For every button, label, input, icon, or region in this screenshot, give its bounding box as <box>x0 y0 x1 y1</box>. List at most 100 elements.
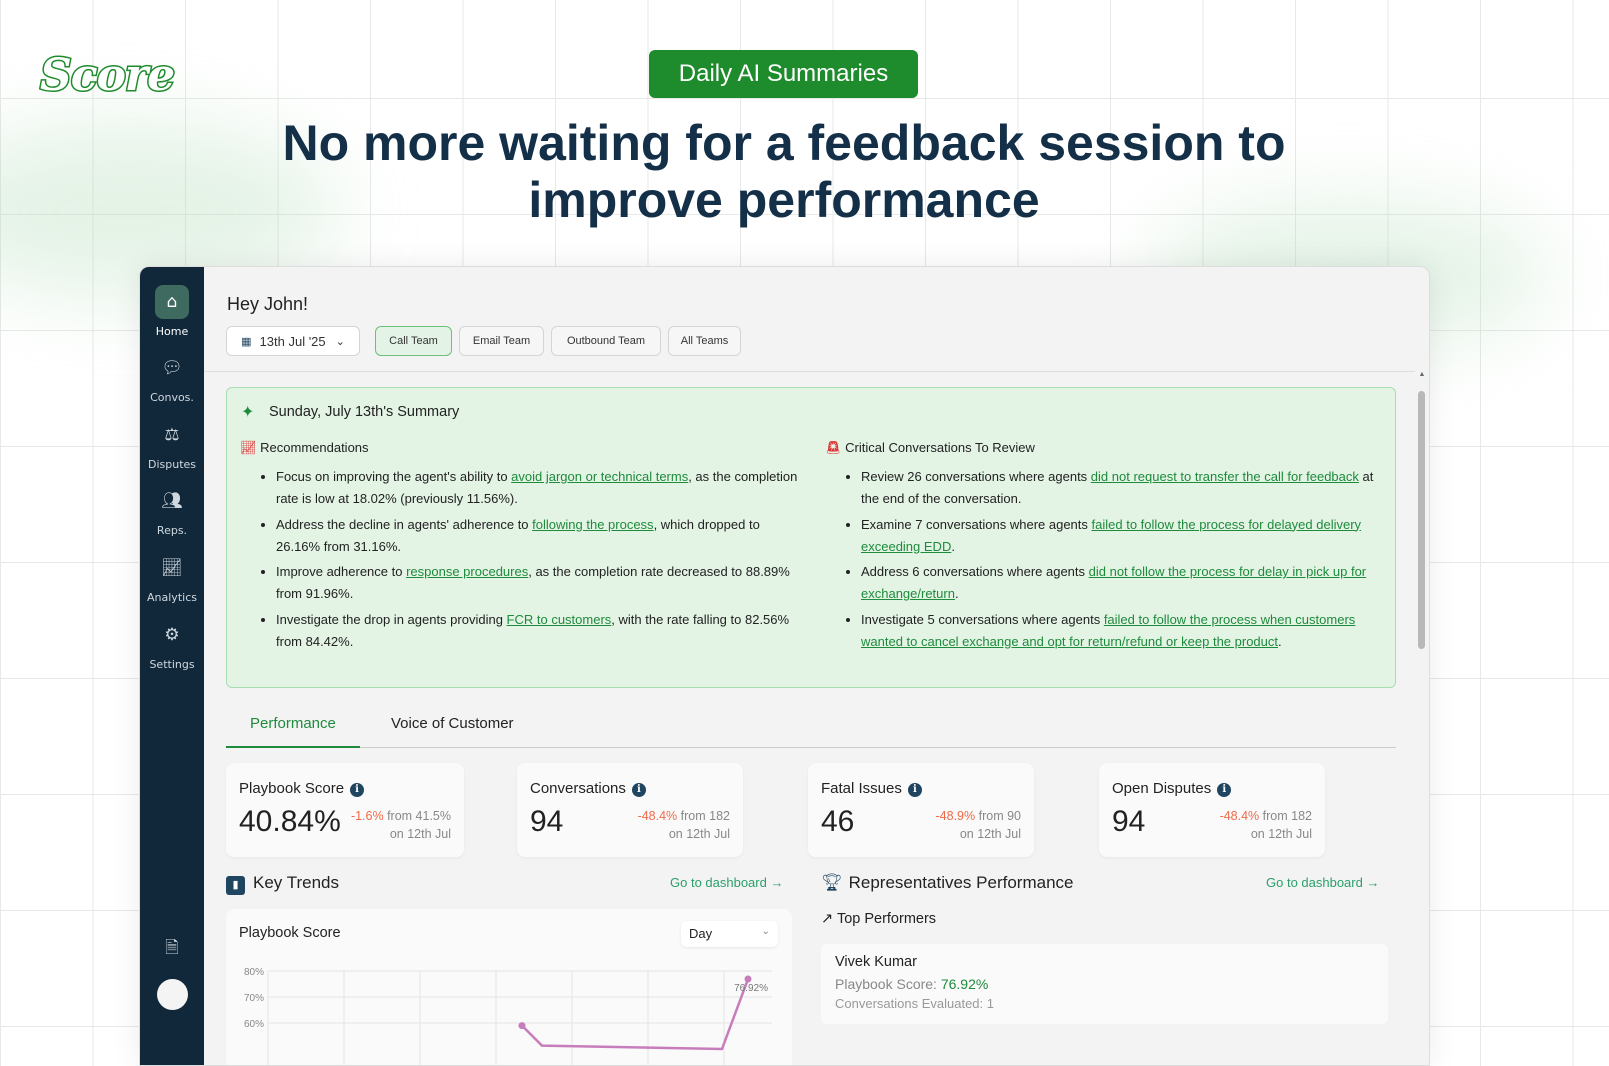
info-icon[interactable]: i <box>631 783 646 797</box>
team-outbound[interactable]: Outbound Team <box>551 326 661 356</box>
item-text: at the end of the conversation. <box>861 469 1374 506</box>
change-percent: -48.9% <box>935 809 976 823</box>
metric-change: -48.4% from 182 on 12th Jul <box>638 807 730 843</box>
data-point[interactable] <box>518 1022 526 1030</box>
change-from: from 90 <box>978 809 1021 823</box>
calendar-icon: ▦ <box>241 335 252 348</box>
score-logo: Score <box>38 49 176 103</box>
scrollbar[interactable]: ▲ <box>1415 371 1429 1065</box>
item-text: , with the rate falling to 82.56% from 8… <box>276 611 790 649</box>
metric-title: Open Disputes i <box>1112 780 1232 797</box>
item-text: Investigate 5 conversations where agents <box>861 611 1104 627</box>
item-text: . <box>954 586 959 601</box>
critical-section: 🚨︎ Critical Conversations To Review Revi… <box>825 440 1385 656</box>
key-trends-heading: ▮ Key Trends <box>226 873 339 895</box>
metric-value: 40.84% <box>239 805 341 838</box>
top-performers-heading: ↗ Top Performers <box>821 911 936 927</box>
item-text: , as the completion rate decreased to 88… <box>276 564 790 601</box>
period-value: Day <box>689 926 713 941</box>
metric-title: Fatal Issues i <box>821 780 922 797</box>
reps-heading: 🏆︎ Representatives Performance <box>821 873 1073 893</box>
metric-change: -48.4% from 182 on 12th Jul <box>1220 807 1312 843</box>
key-trends-dashboard-link[interactable]: Go to dashboard → <box>670 875 784 890</box>
metric-title-text: Fatal Issues <box>821 780 902 797</box>
critical-title: Critical Conversations To Review <box>845 440 1035 455</box>
sidebar: ⌂ Home 💬︎ Convos. ⚖ Disputes 👥︎ Reps. 📈︎ Anal… <box>140 267 204 1065</box>
sidebar-item-home[interactable]: ⌂ Home <box>140 285 204 338</box>
item-link[interactable]: did not follow the process for delay in … <box>861 564 1367 601</box>
item-text: Address the decline in agents' adherence… <box>276 516 533 532</box>
sidebar-label: Analytics <box>147 591 197 604</box>
info-icon[interactable]: i <box>1217 783 1232 797</box>
info-icon[interactable]: i <box>907 783 922 797</box>
summary-item: Investigate the drop in agents providing… <box>276 609 800 653</box>
siren-icon: 🚨︎ <box>825 440 842 455</box>
sidebar-item-convos[interactable]: 💬︎ Convos. <box>140 351 204 404</box>
item-link[interactable]: following the process <box>532 516 654 532</box>
info-icon[interactable]: i <box>350 783 365 797</box>
chevron-down-icon: ⌄ <box>761 926 770 937</box>
item-link[interactable]: failed to follow the process when custom… <box>861 611 1356 649</box>
scrollbar-thumb[interactable] <box>1418 391 1425 649</box>
summary-item: Address the decline in agents' adherence… <box>276 514 800 558</box>
change-from: from 182 <box>1262 809 1312 823</box>
date-picker[interactable]: ▦ 13th Jul '25 ⌄ <box>226 326 360 356</box>
document-search-button[interactable]: 🗎 <box>140 931 204 971</box>
metric-title-text: Open Disputes <box>1112 780 1212 797</box>
item-link[interactable]: avoid jargon or technical terms <box>511 469 689 484</box>
item-link[interactable]: FCR to customers <box>506 611 612 627</box>
series-line <box>521 978 750 1051</box>
metric-title: Conversations i <box>530 780 646 797</box>
daily-summary-card: ✦ Sunday, July 13th's Summary 📈︎ Recomme… <box>226 387 1396 688</box>
recommendations-section: 📈︎ Recommendations Focus on improving th… <box>240 440 800 656</box>
team-email[interactable]: Email Team <box>459 326 544 356</box>
sidebar-label: Settings <box>149 658 195 671</box>
metric-card: Playbook Score i 40.84% -1.6% from 41.5% o… <box>226 763 464 857</box>
chat-icon: 💬︎ <box>161 358 183 378</box>
top-performer-card[interactable]: Vivek Kumar Playbook Score: 76.92% Conve… <box>821 944 1388 1024</box>
change-date: on 12th Jul <box>389 827 451 841</box>
item-link[interactable]: failed to follow the process for delayed… <box>861 516 1362 554</box>
reps-dashboard-link[interactable]: Go to dashboard → <box>1266 875 1380 890</box>
item-link[interactable]: did not request to transfer the call for… <box>1090 469 1359 484</box>
summary-item: Address 6 conversations where agents did… <box>861 561 1385 605</box>
key-trends-title: Key Trends <box>253 873 339 892</box>
y-tick-label: 70% <box>244 993 264 1004</box>
daily-ai-summaries-badge: Daily AI Summaries <box>649 50 918 98</box>
sidebar-item-analytics[interactable]: 📈︎ Analytics <box>140 551 204 604</box>
tab-voice-of-customer[interactable]: Voice of Customer <box>391 715 514 732</box>
greeting: Hey John! <box>227 294 309 314</box>
item-text: . <box>951 538 955 554</box>
sidebar-item-reps[interactable]: 👥︎ Reps. <box>140 484 204 537</box>
document-search-icon: 🗎 <box>165 938 179 958</box>
item-link[interactable]: response procedures <box>406 564 529 579</box>
team-call[interactable]: Call Team <box>375 326 452 356</box>
trending-up-icon: ↗ <box>821 911 834 927</box>
playbook-score-chart-card: Playbook Score Day ⌄ 80% 70% 60% 76.92% <box>226 909 792 1065</box>
sidebar-item-disputes[interactable]: ⚖ Disputes <box>140 418 204 471</box>
reps-title: Representatives Performance <box>848 873 1074 892</box>
score-label: Playbook Score: <box>835 976 941 992</box>
date-value: 13th Jul '25 <box>259 333 326 349</box>
sidebar-item-settings[interactable]: ⚙ Settings <box>140 618 204 671</box>
change-percent: -48.4% <box>1219 809 1260 823</box>
chevron-down-icon: ⌄ <box>335 335 345 348</box>
conversations-evaluated: Conversations Evaluated: 1 <box>835 996 994 1011</box>
metric-value: 94 <box>530 805 564 838</box>
avatar[interactable] <box>157 979 188 1010</box>
change-percent: -1.6% <box>350 809 384 823</box>
team-all[interactable]: All Teams <box>668 326 741 356</box>
change-date: on 12th Jul <box>1250 827 1312 841</box>
change-from: from 41.5% <box>387 809 451 823</box>
metric-title: Playbook Score i <box>239 780 365 797</box>
presentation-chart-icon: 📈︎ <box>161 558 183 578</box>
period-select[interactable]: Day ⌄ <box>681 921 778 947</box>
metric-card: Open Disputes i 94 -48.4% from 182 on 12th… <box>1099 763 1325 857</box>
metric-title-text: Playbook Score <box>239 780 345 797</box>
summary-item: Focus on improving the agent's ability t… <box>276 466 800 510</box>
sidebar-label: Reps. <box>156 524 188 537</box>
data-point[interactable] <box>744 975 752 983</box>
summary-title: Sunday, July 13th's Summary <box>269 404 460 420</box>
tab-performance[interactable]: Performance <box>226 715 360 748</box>
chart-title: Playbook Score <box>239 925 341 941</box>
